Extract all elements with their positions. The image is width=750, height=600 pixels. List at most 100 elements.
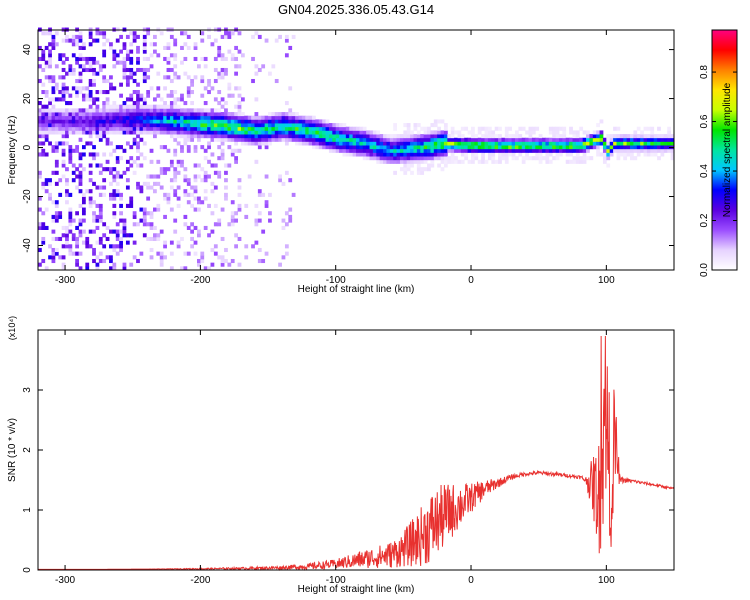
spectrogram-cell [142, 34, 147, 39]
spectrogram-cell [65, 200, 69, 205]
spectrogram-cell [190, 134, 195, 139]
spectrogram-cell [163, 108, 167, 113]
spectrogram-cell [109, 104, 113, 109]
spectrogram-cell [498, 156, 502, 161]
spectrogram-cell [61, 141, 66, 146]
spectrogram-cell [122, 42, 127, 47]
spectrogram-cell [68, 38, 73, 43]
spectrogram-cell [81, 93, 86, 98]
spectrogram-cell [234, 130, 238, 135]
spectrogram-cell [61, 225, 66, 230]
spectrogram-cell [640, 148, 644, 153]
spectrogram-cell [210, 211, 215, 216]
spectrogram-cell [555, 130, 560, 135]
spectrogram-cell [119, 126, 123, 131]
spectrogram-cell [207, 115, 211, 120]
spectrogram-cell [197, 207, 201, 212]
spectrogram-cell [606, 137, 611, 142]
spectrogram-cell [264, 251, 269, 256]
spectrogram-cell [640, 141, 644, 146]
spectrogram-cell [464, 137, 469, 142]
spectrogram-cell [105, 137, 110, 142]
spectrogram-cell [501, 145, 506, 150]
spectrogram-cell [149, 211, 154, 216]
spectrogram-cell [190, 112, 195, 117]
spectrogram-cell [224, 196, 228, 201]
spectrogram-cell [230, 115, 235, 120]
spectrogram-cell [38, 262, 42, 267]
spectrogram-cell [61, 266, 66, 271]
spectrogram-cell [193, 163, 198, 168]
spectrogram-cell [176, 130, 181, 135]
spectrogram-cell [112, 108, 117, 113]
spectrogram-cell [410, 130, 414, 135]
spectrogram-cell [54, 112, 59, 117]
spectrogram-cell [105, 115, 110, 120]
spectrogram-cell [85, 60, 90, 65]
spectrogram-cell [142, 104, 147, 109]
spectrogram-cell [51, 236, 56, 242]
spectrogram-cell [606, 134, 611, 139]
spectrogram-cell [65, 126, 69, 131]
spectrogram-cell [515, 145, 519, 150]
spectrogram-cell [332, 130, 337, 135]
spectrogram-cell [518, 145, 523, 150]
spectrogram-cell [474, 137, 479, 142]
spectrogram-cell [359, 126, 364, 131]
spectrogram-cell [190, 90, 195, 95]
spectrogram-cell [217, 156, 222, 161]
spectrogram-cell [410, 170, 414, 175]
spectrogram-cell [278, 262, 282, 267]
spectrogram-cell [657, 134, 661, 139]
spectrogram-cell [643, 148, 648, 153]
spectrogram-cell [342, 145, 347, 150]
spectrogram-cell [525, 137, 529, 142]
spectrogram-cell [582, 145, 587, 150]
spectrogram-cell [525, 141, 529, 146]
spectrogram-cell [416, 167, 421, 172]
spectrogram-cell [552, 141, 556, 146]
spectrogram-cell [68, 123, 73, 128]
spectrogram-cell [295, 119, 299, 124]
spectrogram-cell [643, 152, 648, 157]
spectrogram-cell [149, 104, 154, 109]
spectrogram-cell [379, 152, 384, 157]
spectrogram-cell [132, 214, 137, 219]
spectrogram-cell [109, 86, 113, 91]
spectrogram-cell [328, 145, 333, 150]
spectrogram-cell [156, 236, 161, 242]
spectrogram-cell [102, 53, 107, 58]
spectrogram-cell [193, 108, 198, 113]
spectrogram-cell [646, 141, 651, 146]
spectrogram-cell [589, 134, 594, 139]
spectrogram-cell [254, 159, 259, 164]
spectrogram-cell [58, 97, 63, 102]
spectrogram-cell [376, 141, 381, 146]
spectrogram-cell [406, 134, 411, 139]
spectrogram-cell [224, 31, 228, 36]
spectrogram-cell [112, 49, 117, 54]
spectrogram-cell [477, 145, 482, 150]
spectrogram-cell [105, 97, 110, 102]
spectrogram-cell [616, 145, 621, 150]
spectrogram-cell [51, 34, 56, 39]
spectrogram-cell [403, 148, 408, 153]
spectrogram-cell [237, 126, 242, 131]
spectrogram-cell [257, 34, 262, 39]
spectrogram-cell [132, 130, 137, 135]
spectrogram-cell [197, 64, 201, 69]
spectrogram-cell [156, 159, 161, 164]
spectrogram-cell [180, 31, 184, 36]
spectrogram-cell [119, 104, 123, 109]
spectrogram-cell [504, 130, 509, 135]
spectrogram-cell [650, 126, 655, 131]
spectrogram-cell [670, 148, 675, 153]
spectrogram-cell [251, 115, 255, 120]
spectrogram-cell [227, 49, 232, 54]
spectrogram-cell [504, 126, 509, 131]
spectrogram-cell [244, 115, 249, 120]
spectrogram-cell [61, 108, 66, 113]
spectrogram-cell [254, 112, 259, 117]
spectrogram-cell [636, 145, 641, 150]
y-tick-label: 40 [22, 44, 33, 56]
